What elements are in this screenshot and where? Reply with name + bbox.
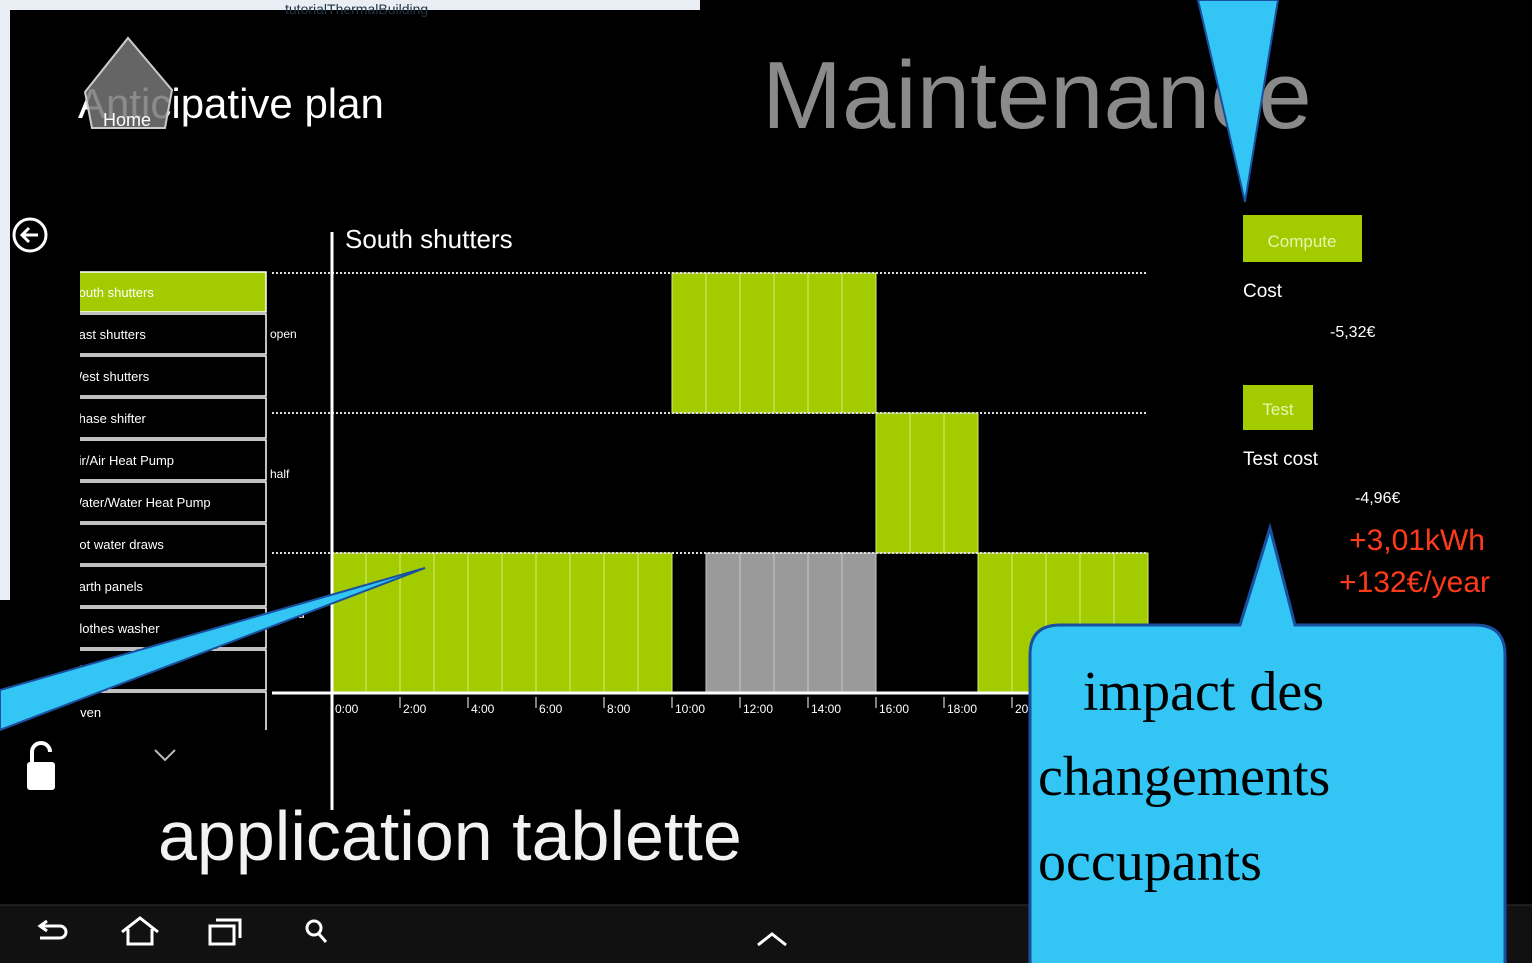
state-bar <box>841 272 877 414</box>
lock-icon[interactable] <box>27 741 55 790</box>
background-window-edge <box>0 0 10 600</box>
x-tick-label: 16:00 <box>879 702 909 716</box>
state-bar <box>841 552 877 694</box>
state-bar <box>705 552 741 694</box>
cost-value: -5,32€ <box>1330 324 1375 341</box>
state-bar <box>909 412 945 554</box>
left-callout-pointer <box>0 567 426 732</box>
menu-item[interactable] <box>68 565 267 607</box>
y-tick-label: open <box>270 327 297 341</box>
cost-delta: +132€/year <box>1339 566 1490 599</box>
state-bar <box>943 412 979 554</box>
state-bar <box>603 552 639 694</box>
home-button[interactable]: Home <box>83 36 174 130</box>
state-bar <box>807 552 843 694</box>
x-tick-label: 14:00 <box>811 702 841 716</box>
menu-item-label: South shutters <box>70 285 154 300</box>
test-cost-label: Test cost <box>1243 449 1319 470</box>
nav-up[interactable] <box>757 932 787 947</box>
x-tick-label: 0:00 <box>335 702 359 716</box>
menu-item-label: Hot water draws <box>70 537 164 552</box>
state-bar <box>705 272 741 414</box>
menu: South shutters East shutters West shutters… <box>68 271 267 732</box>
chart-title: South shutters <box>345 224 513 254</box>
test-cost-value: -4,96€ <box>1355 490 1400 507</box>
menu-item-label: Oven <box>70 705 101 720</box>
cost-label: Cost <box>1243 281 1283 302</box>
browser-tab: tutorialThermalBuilding <box>285 1 428 17</box>
nav-home[interactable] <box>121 916 159 946</box>
state-bar <box>807 272 843 414</box>
test-button[interactable] <box>1243 385 1313 430</box>
menu-item-label: Air/Air Heat Pump <box>70 453 174 468</box>
home-label: Home <box>103 110 151 130</box>
state-bar <box>467 552 503 694</box>
back-button[interactable] <box>12 217 48 253</box>
menu-item-label: Phase shifter <box>70 411 147 426</box>
menu-item-label: Water/Water Heat Pump <box>70 495 211 510</box>
menu-item[interactable] <box>68 313 267 355</box>
menu-item[interactable] <box>68 439 267 481</box>
test-label: Test <box>1262 400 1293 419</box>
state-bar <box>773 552 809 694</box>
app-caption: application tablette <box>158 797 742 875</box>
impact-callout-text: impact des changements occupants <box>1038 661 1330 893</box>
energy-delta: +3,01kWh <box>1349 524 1485 557</box>
scroll-down[interactable] <box>154 749 176 762</box>
x-tick-label: 8:00 <box>607 702 631 716</box>
menu-item-label: East shutters <box>70 327 146 342</box>
impact-callout-line: changements <box>1038 746 1330 808</box>
nav-search[interactable] <box>305 919 328 943</box>
menu-item[interactable] <box>68 271 267 313</box>
state-bar <box>501 552 537 694</box>
state-bar <box>739 272 775 414</box>
x-tick-label: 12:00 <box>743 702 773 716</box>
x-tick-label: 18:00 <box>947 702 977 716</box>
impact-callout-line: occupants <box>1038 831 1262 893</box>
menu-item[interactable] <box>68 691 267 732</box>
top-callout-pointer <box>1196 0 1280 203</box>
menu-item[interactable] <box>68 397 267 439</box>
x-tick-label: 4:00 <box>471 702 495 716</box>
menu-item-label: West shutters <box>70 369 150 384</box>
state-bar <box>671 272 707 414</box>
nav-back[interactable] <box>37 919 68 940</box>
menu-item[interactable] <box>68 481 267 523</box>
state-bar <box>365 552 401 694</box>
state-bar <box>739 552 775 694</box>
state-bar <box>977 552 1013 694</box>
menu-item-label: Clothes washer <box>70 621 160 636</box>
x-tick-label: 2:00 <box>403 702 427 716</box>
background-window <box>0 0 700 10</box>
state-bar <box>773 272 809 414</box>
menu-item[interactable] <box>68 355 267 397</box>
impact-callout <box>1028 522 1507 963</box>
impact-callout-line: impact des <box>1083 661 1324 723</box>
compute-label: Compute <box>1268 232 1337 251</box>
menu-item-label: Earth panels <box>70 579 143 594</box>
home-icon <box>83 36 174 129</box>
x-tick-label: 10:00 <box>675 702 705 716</box>
state-bar <box>331 552 367 694</box>
nav-recent[interactable] <box>208 918 242 946</box>
state-bar <box>535 552 571 694</box>
menu-item[interactable] <box>68 523 267 565</box>
state-bar <box>637 552 673 694</box>
state-bar <box>433 552 469 694</box>
state-bar <box>569 552 605 694</box>
compute-button[interactable] <box>1243 215 1362 262</box>
x-tick-label: 6:00 <box>539 702 563 716</box>
state-bar <box>875 412 911 554</box>
y-tick-label: half <box>270 467 290 481</box>
